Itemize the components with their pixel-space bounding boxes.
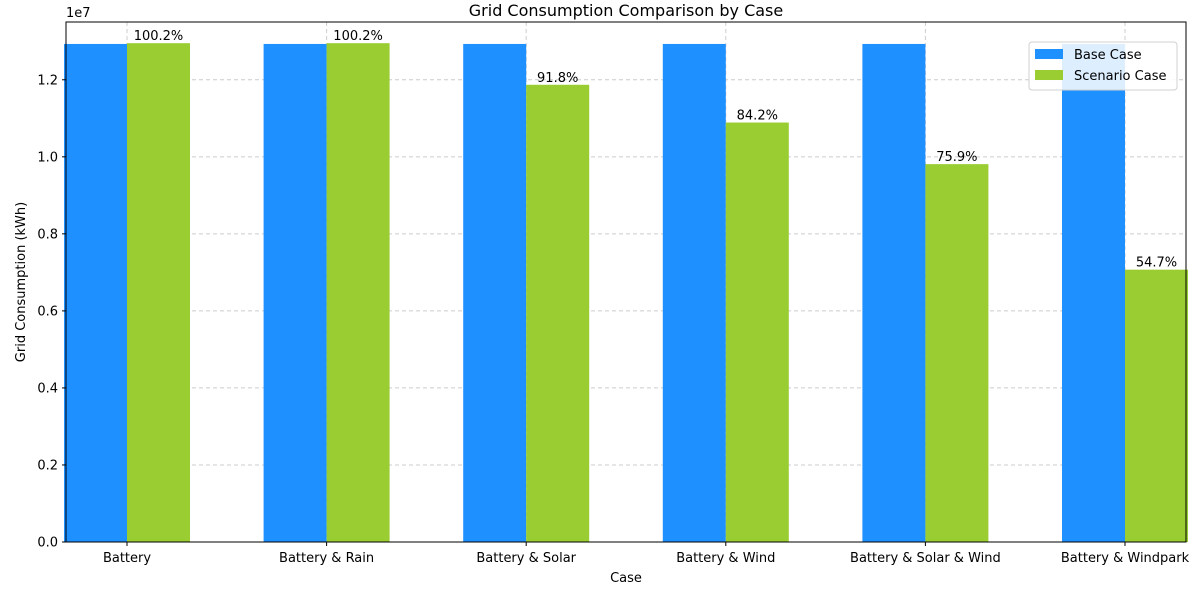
bar-scenario-case	[1125, 269, 1188, 542]
legend-label: Base Case	[1074, 48, 1142, 63]
bar-scenario-case	[127, 43, 190, 543]
x-tick-label: Battery & Wind	[676, 551, 775, 566]
y-axis-label: Grid Consumption (kWh)	[14, 202, 29, 362]
data-labels: 100.2% 100.2% 91.8% 84.2% 75.9% 54.7%	[134, 29, 1177, 270]
legend-box	[1028, 41, 1178, 91]
data-label: 54.7%	[1136, 256, 1177, 271]
bar-base-case	[263, 43, 327, 542]
bar-scenario-case	[526, 84, 590, 542]
bar-base-case	[463, 43, 527, 542]
y-axis: 0.0 0.2 0.4 0.6 0.8 1.0 1.2	[37, 73, 66, 551]
bars	[64, 43, 1188, 543]
data-label: 84.2%	[737, 109, 778, 124]
legend-swatch	[1035, 49, 1063, 59]
legend: Base Case Scenario Case	[1028, 41, 1178, 91]
y-tick-label: 1.0	[37, 150, 58, 165]
bar-scenario-case	[925, 164, 989, 542]
y-tick-label: 0.4	[37, 381, 58, 396]
data-label: 100.2%	[134, 29, 184, 44]
legend-label: Scenario Case	[1074, 69, 1166, 84]
data-label: 91.8%	[537, 71, 578, 86]
y-tick-label: 0.6	[37, 304, 58, 319]
legend-swatch	[1035, 70, 1063, 80]
x-tick-label: Battery & Solar & Wind	[850, 551, 1001, 566]
x-tick-label: Battery & Windpark	[1061, 551, 1190, 566]
y-tick-label: 0.8	[37, 227, 58, 242]
chart-title: Grid Consumption Comparison by Case	[469, 1, 783, 20]
y-axis-offset-label: 1e7	[66, 6, 91, 21]
x-tick-label: Battery & Rain	[279, 551, 374, 566]
bar-base-case	[662, 43, 726, 542]
y-tick-label: 0.0	[37, 536, 58, 551]
y-tick-label: 0.2	[37, 458, 58, 473]
bar-scenario-case	[725, 122, 789, 543]
bar-base-case	[1062, 43, 1125, 542]
x-axis-label: Case	[610, 571, 642, 586]
x-tick-label: Battery & Solar	[476, 551, 576, 566]
grid-lines	[66, 22, 1186, 542]
data-label: 75.9%	[936, 150, 977, 165]
x-tick-label: Battery	[103, 551, 151, 566]
bar-scenario-case	[326, 43, 390, 543]
bar-base-case	[862, 43, 926, 542]
x-axis: Battery Battery & Rain Battery & Solar Batt…	[103, 542, 1190, 566]
data-label: 100.2%	[333, 29, 383, 44]
y-tick-label: 1.2	[37, 73, 58, 88]
bar-base-case	[64, 43, 127, 542]
plot-frame	[65, 21, 1187, 543]
